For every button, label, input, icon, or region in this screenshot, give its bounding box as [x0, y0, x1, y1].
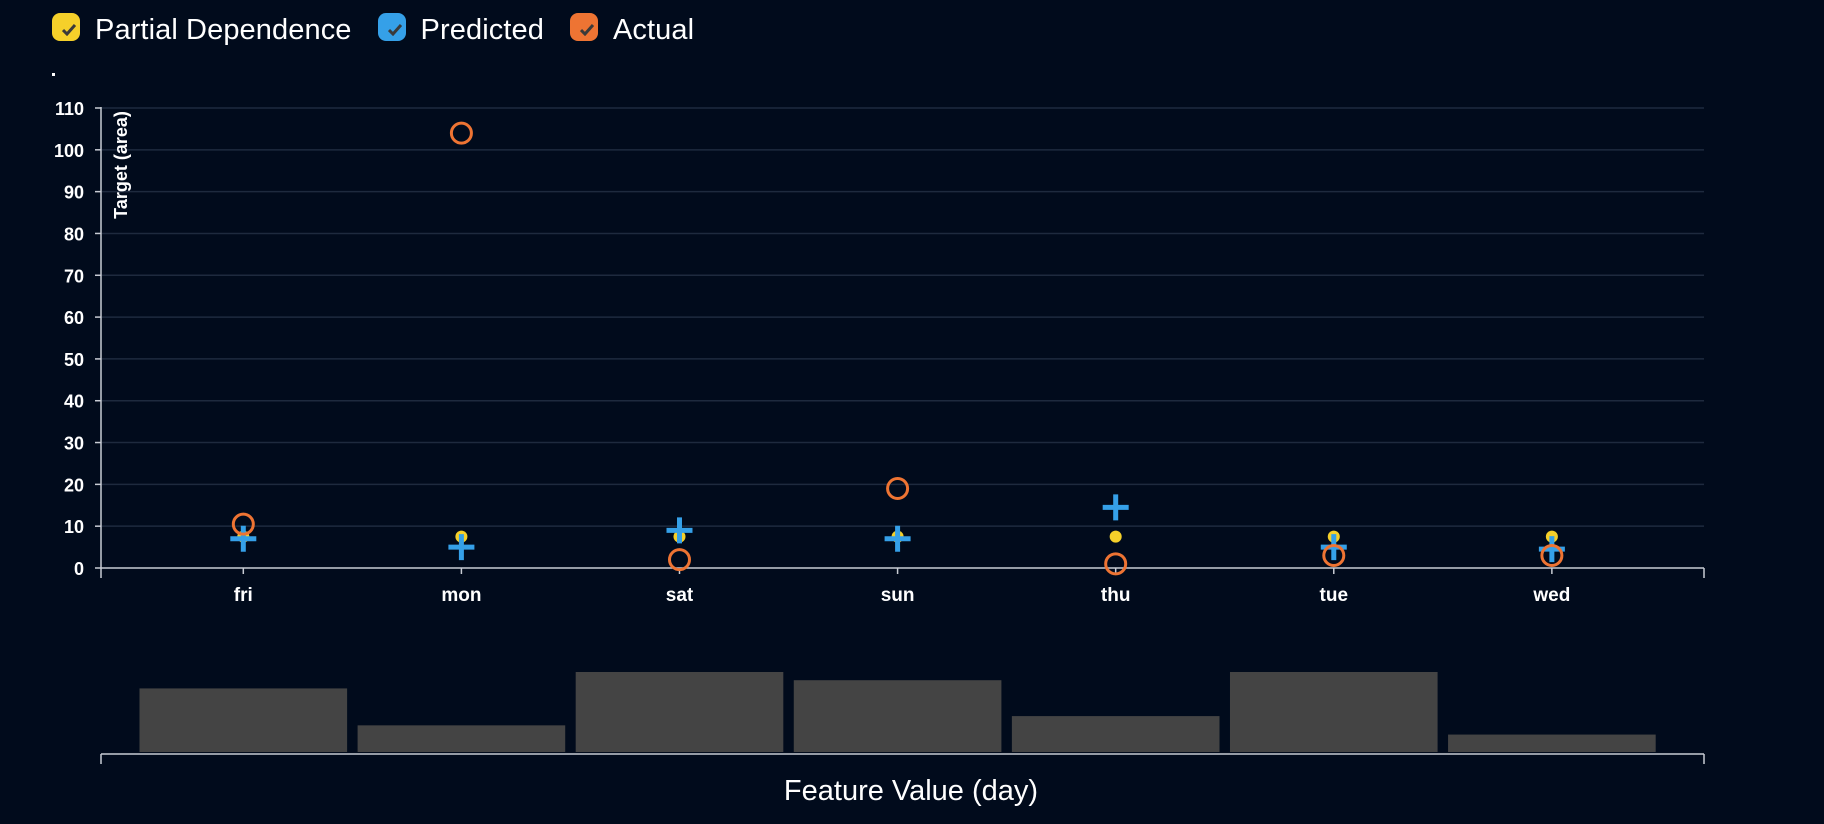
legend-item-predicted[interactable]: Predicted — [377, 12, 544, 47]
y-tick-label: 20 — [64, 475, 84, 495]
predicted-point — [448, 534, 475, 561]
checkbox-icon[interactable] — [52, 12, 80, 41]
y-tick-label: 70 — [64, 266, 84, 286]
predicted-point — [884, 525, 911, 552]
y-axis-label: Target (area) — [111, 111, 131, 219]
x-tick-label: sun — [881, 585, 915, 606]
checkbox-icon[interactable] — [377, 12, 406, 41]
chart-legend: Partial Dependence Predicted Actual — [52, 12, 720, 47]
legend-label: Actual — [612, 14, 695, 46]
legend-item-partial-dependence[interactable]: Partial Dependence — [52, 12, 352, 47]
predicted-point — [1102, 494, 1129, 521]
y-tick-label: 110 — [55, 99, 84, 119]
y-tick-label: 60 — [64, 308, 84, 328]
legend-dot — [52, 73, 55, 76]
actual-point — [1104, 552, 1128, 576]
y-tick-label: 80 — [64, 224, 84, 244]
legend-label: Partial Dependence — [95, 14, 352, 46]
axes: 0 10 20 30 40 50 60 70 80 90 100 110 fri mon sat sun thu… — [54, 99, 1705, 606]
x-tick-label: sat — [666, 585, 694, 606]
checkbox-icon[interactable] — [569, 12, 598, 41]
legend-item-actual[interactable]: Actual — [569, 12, 695, 47]
predicted-point — [230, 525, 257, 552]
x-tick-label: mon — [441, 585, 481, 606]
histogram-bar — [139, 688, 348, 752]
y-tick-label: 50 — [64, 350, 84, 370]
y-tick-label: 0 — [74, 559, 84, 579]
partial-dependence-point — [1109, 530, 1122, 543]
actual-point — [231, 512, 255, 536]
histogram-bar — [1011, 716, 1220, 752]
x-axis-label: Feature Value (day) — [784, 775, 1038, 807]
histogram-bar — [357, 725, 566, 752]
y-tick-label: 90 — [64, 183, 84, 203]
predicted-point — [1320, 534, 1347, 561]
x-tick-label: thu — [1101, 585, 1131, 606]
y-tick-label: 40 — [64, 392, 84, 412]
predicted-point — [666, 517, 693, 544]
histogram-bar — [1448, 734, 1656, 752]
histogram — [100, 672, 1705, 764]
histogram-bar — [793, 680, 1002, 752]
actual-point — [1540, 543, 1564, 567]
y-tick-label: 100 — [54, 141, 84, 161]
x-tick-label: fri — [234, 585, 253, 606]
x-tick-label: wed — [1532, 585, 1570, 606]
data-marks — [230, 121, 1565, 576]
y-tick-label: 10 — [64, 517, 84, 537]
histogram-bar — [1229, 672, 1438, 752]
legend-label: Predicted — [420, 14, 544, 46]
actual-point — [667, 548, 691, 572]
histogram-bar — [575, 672, 784, 752]
actual-point — [1322, 543, 1346, 567]
x-tick-label: tue — [1320, 585, 1349, 606]
y-tick-label: 30 — [64, 434, 84, 454]
actual-point — [449, 121, 473, 145]
actual-point — [886, 477, 910, 501]
grid-lines — [101, 107, 1704, 527]
